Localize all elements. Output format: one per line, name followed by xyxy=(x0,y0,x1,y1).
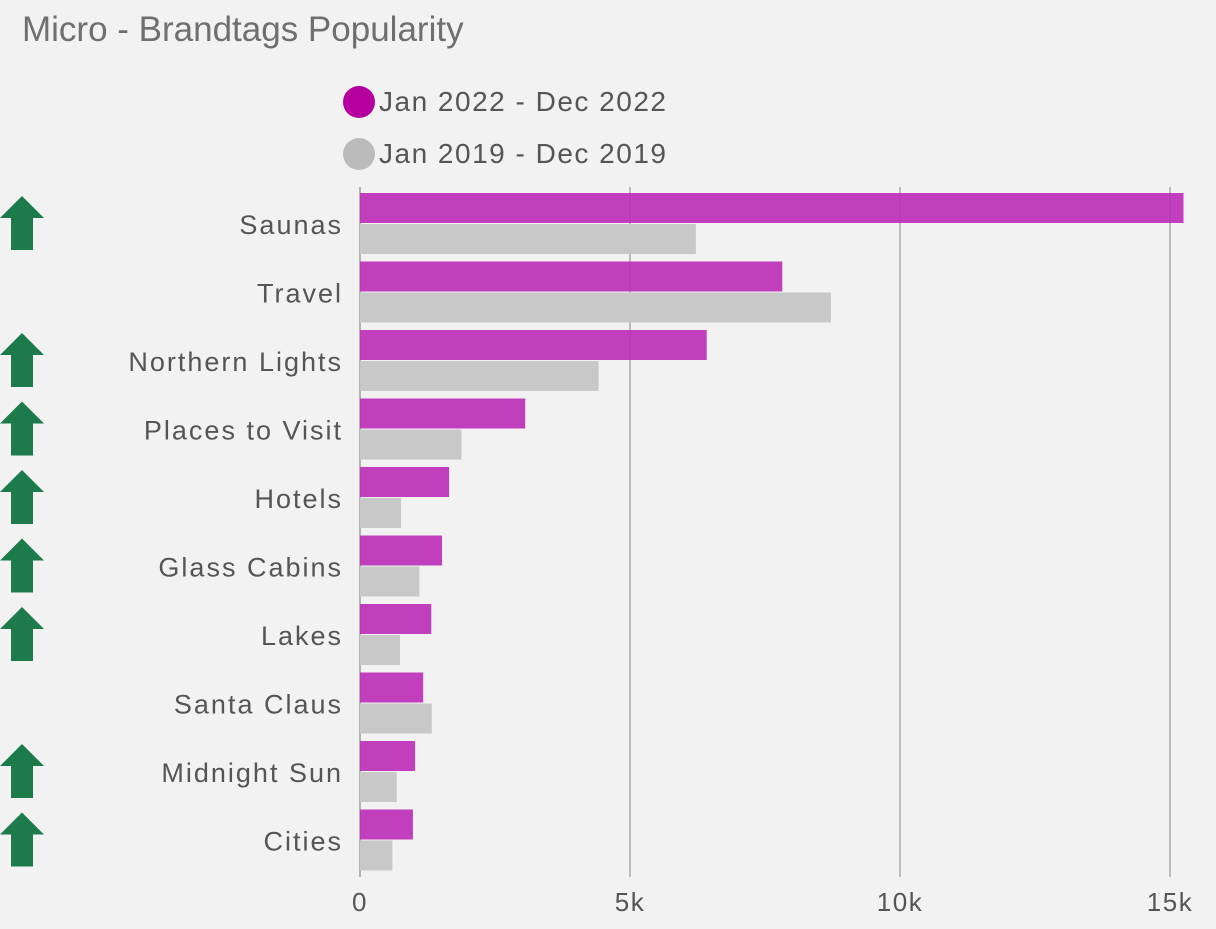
bar-1-7 xyxy=(360,672,424,703)
bar-2-0 xyxy=(360,224,696,254)
bar-2-3 xyxy=(360,429,462,460)
bar-2-9 xyxy=(360,840,393,871)
bar-1-5 xyxy=(360,535,443,566)
bar-1-1 xyxy=(360,261,783,292)
up-arrow-icon-6 xyxy=(0,607,44,661)
up-arrow-icon-4 xyxy=(0,470,44,524)
category-label-8: Midnight Sun xyxy=(161,758,343,788)
bar-1-2 xyxy=(360,330,707,360)
bar-2-5 xyxy=(360,566,420,597)
up-arrow-icon-0 xyxy=(0,196,44,250)
bar-2-1 xyxy=(360,292,831,323)
bar-2-4 xyxy=(360,498,402,528)
up-arrow-icon-5 xyxy=(0,538,44,593)
legend-label-series-2: Jan 2019 - Dec 2019 xyxy=(379,138,668,169)
legend-swatch-series-1 xyxy=(343,86,375,118)
chart-title: Micro - Brandtags Popularity xyxy=(22,10,464,49)
category-label-2: Northern Lights xyxy=(128,347,343,377)
up-arrow-icon-3 xyxy=(0,401,44,456)
bar-2-2 xyxy=(360,361,599,391)
bar-1-4 xyxy=(360,467,450,497)
bar-1-9 xyxy=(360,809,413,840)
category-label-9: Cities xyxy=(263,827,343,857)
bar-2-8 xyxy=(360,772,397,802)
bar-2-6 xyxy=(360,635,400,665)
legend: Jan 2022 - Dec 2022 Jan 2019 - Dec 2019 xyxy=(343,76,667,180)
bar-1-3 xyxy=(360,398,526,429)
category-label-7: Santa Claus xyxy=(174,690,343,720)
bar-1-8 xyxy=(360,741,416,771)
legend-item-series-1[interactable]: Jan 2022 - Dec 2022 xyxy=(343,76,667,128)
up-arrow-icon-8 xyxy=(0,744,44,798)
legend-item-series-2[interactable]: Jan 2019 - Dec 2019 xyxy=(343,128,667,180)
legend-label-series-1: Jan 2022 - Dec 2022 xyxy=(379,86,668,117)
x-tick-label-2: 10k xyxy=(877,887,923,917)
bar-1-0 xyxy=(360,193,1184,223)
up-arrow-icon-9 xyxy=(0,812,44,867)
category-label-5: Glass Cabins xyxy=(158,553,343,583)
legend-swatch-series-2 xyxy=(343,138,375,170)
category-label-4: Hotels xyxy=(254,484,343,514)
bar-2-7 xyxy=(360,703,432,734)
category-label-1: Travel xyxy=(257,279,343,309)
up-arrow-icon-2 xyxy=(0,333,44,387)
x-tick-label-1: 5k xyxy=(615,887,645,917)
category-label-6: Lakes xyxy=(261,621,343,651)
x-tick-label-0: 0 xyxy=(352,887,368,917)
bar-1-6 xyxy=(360,604,432,634)
category-label-3: Places to Visit xyxy=(144,416,343,446)
category-label-0: Saunas xyxy=(239,210,343,240)
x-tick-label-3: 15k xyxy=(1147,887,1193,917)
